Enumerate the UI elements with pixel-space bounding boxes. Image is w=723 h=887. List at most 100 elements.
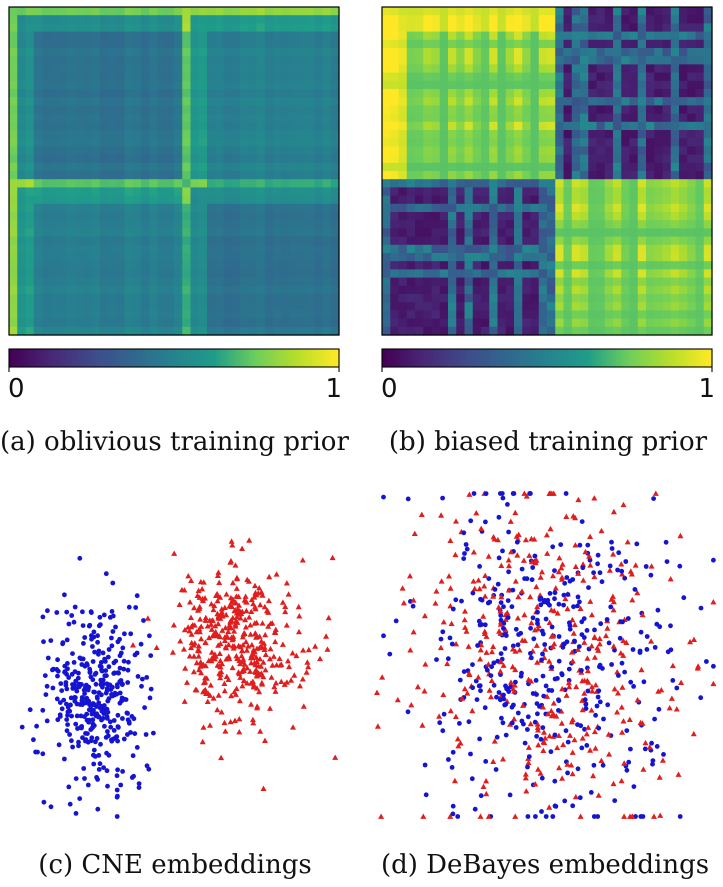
- red-point: [236, 716, 243, 722]
- heatmap-cell: [281, 162, 291, 172]
- heatmap-cell: [588, 23, 598, 33]
- heatmap-cell: [264, 171, 274, 180]
- heatmap-cell: [703, 310, 713, 320]
- heatmap-cell: [662, 121, 672, 131]
- red-point: [229, 579, 236, 586]
- heatmap-cell: [116, 72, 126, 82]
- heatmap-cell: [256, 48, 266, 57]
- blue-point: [513, 679, 518, 685]
- heatmap-cell: [174, 261, 183, 270]
- red-point: [200, 597, 206, 604]
- heatmap-cell: [256, 162, 266, 172]
- heatmap-cell: [390, 203, 400, 213]
- colorbar-segment: [586, 349, 590, 367]
- heatmap-cell: [330, 39, 340, 49]
- red-point: [522, 771, 529, 777]
- heatmap-cell: [322, 31, 332, 41]
- heatmap-cell: [174, 228, 183, 238]
- heatmap-cell: [58, 277, 68, 287]
- heatmap-cell: [687, 146, 697, 156]
- red-point: [214, 572, 221, 578]
- heatmap-cell: [646, 31, 655, 41]
- heatmap-cell: [33, 187, 43, 197]
- heatmap-cell: [654, 113, 664, 123]
- heatmap-cell: [514, 277, 523, 287]
- heatmap-cell: [297, 228, 307, 238]
- heatmap-cell: [42, 220, 51, 229]
- red-point: [646, 744, 653, 750]
- heatmap-cell: [695, 269, 705, 279]
- blue-point: [464, 546, 470, 552]
- heatmap-cell: [382, 105, 391, 115]
- heatmap-cell: [264, 146, 274, 156]
- heatmap-cell: [75, 97, 84, 106]
- heatmap-cell: [281, 130, 291, 139]
- heatmap-cell: [555, 269, 565, 279]
- heatmap-cell: [679, 64, 688, 74]
- heatmap-cell: [670, 105, 680, 115]
- blue-point: [90, 721, 96, 727]
- red-point: [239, 683, 246, 689]
- blue-point: [105, 783, 110, 789]
- colorbar-segment: [330, 349, 334, 367]
- heatmap-cell: [83, 212, 93, 221]
- blue-point: [579, 668, 584, 673]
- heatmap-cell: [604, 48, 614, 57]
- heatmap-cell: [629, 146, 639, 156]
- heatmap-cell: [497, 121, 507, 131]
- red-point: [591, 495, 598, 501]
- heatmap-cell: [116, 203, 126, 213]
- heatmap-cell: [679, 261, 688, 270]
- heatmap-cell: [297, 89, 307, 98]
- red-point: [180, 646, 187, 652]
- heatmap-cell: [555, 31, 565, 41]
- heatmap-cell: [306, 138, 315, 147]
- heatmap-cell: [596, 187, 606, 197]
- heatmap-cell: [670, 269, 680, 279]
- heatmap-cell: [703, 146, 713, 156]
- red-point: [559, 685, 566, 692]
- heatmap-cell: [17, 326, 27, 336]
- heatmap-cell: [580, 195, 589, 205]
- heatmap-cell: [297, 236, 307, 246]
- heatmap-cell: [240, 269, 249, 279]
- heatmap-cell: [297, 23, 307, 33]
- heatmap-cell: [439, 236, 449, 246]
- heatmap-cell: [687, 39, 697, 49]
- heatmap-cell: [514, 121, 523, 131]
- blue-point: [55, 657, 60, 663]
- heatmap-cell: [456, 138, 466, 147]
- blue-point: [81, 641, 86, 646]
- heatmap-cell: [390, 318, 400, 328]
- blue-point: [95, 633, 100, 639]
- heatmap-cell: [264, 56, 274, 65]
- heatmap-cell: [448, 97, 457, 106]
- red-point: [489, 648, 495, 655]
- heatmap-cell: [58, 7, 68, 16]
- heatmap-cell: [588, 154, 598, 164]
- heatmap-cell: [390, 105, 400, 115]
- heatmap-cell: [149, 138, 159, 147]
- heatmap-cell: [322, 130, 332, 139]
- heatmap-cell: [406, 195, 416, 205]
- heatmap-cell: [604, 162, 614, 172]
- heatmap-cell: [654, 7, 664, 16]
- blue-point: [98, 681, 104, 687]
- heatmap-cell: [481, 236, 490, 246]
- heatmap-cell: [83, 187, 93, 197]
- colorbar-segment: [601, 349, 605, 367]
- heatmap-cell: [646, 15, 655, 24]
- heatmap-cell: [637, 187, 647, 197]
- heatmap-cell: [75, 179, 84, 188]
- heatmap-cell: [240, 318, 249, 328]
- red-point: [525, 676, 532, 682]
- red-point: [483, 649, 490, 655]
- heatmap-cell: [464, 97, 474, 106]
- heatmap-cell: [687, 64, 697, 74]
- red-point: [466, 491, 473, 497]
- blue-point: [107, 719, 113, 725]
- heatmap-cell: [314, 48, 324, 57]
- red-point: [410, 629, 417, 635]
- heatmap-cell: [613, 220, 622, 229]
- heatmap-cell: [613, 302, 622, 311]
